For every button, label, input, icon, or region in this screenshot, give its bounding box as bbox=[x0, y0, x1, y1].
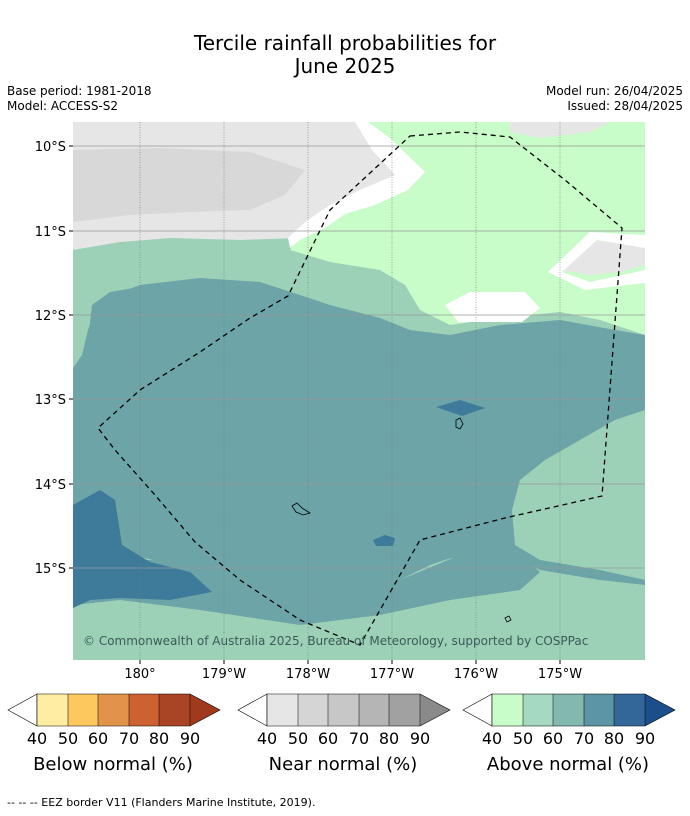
region-above-70-south bbox=[73, 548, 540, 625]
legend-below-tick-40: 40 bbox=[27, 729, 47, 748]
region-above-70-center bbox=[90, 345, 618, 600]
lat-axis: 10°S 11°S 12°S 13°S 14°S 15°S bbox=[35, 140, 66, 577]
lon-label-176w: 176°W bbox=[454, 667, 498, 682]
lon-ticks bbox=[139, 660, 561, 664]
legend-below-swatch-80 bbox=[159, 694, 190, 726]
legend-above-swatch-80 bbox=[614, 694, 645, 726]
meta-left: Base period: 1981-2018 Model: ACCESS-S2 bbox=[7, 84, 152, 114]
legend-near-swatch-40 bbox=[267, 694, 298, 726]
title-line-2: June 2025 bbox=[294, 54, 396, 78]
island-tutuila bbox=[291, 502, 311, 516]
graticule-lat bbox=[73, 145, 645, 569]
legend-near-title: Near normal (%) bbox=[269, 754, 418, 775]
legend-below-swatch-70 bbox=[129, 694, 159, 726]
region-above-80-southwest bbox=[73, 490, 212, 608]
meta-right: Model run: 26/04/2025 Issued: 28/04/2025 bbox=[546, 84, 683, 114]
lon-label-178w: 178°W bbox=[286, 667, 330, 682]
region-above-50-east bbox=[512, 410, 645, 580]
title-line-1: Tercile rainfall probabilities for bbox=[193, 31, 497, 55]
legend-near-tick-40: 40 bbox=[257, 729, 277, 748]
legend-above-normal: 40 50 60 70 80 90 Above normal (%) bbox=[462, 693, 676, 775]
lat-label-15s: 15°S bbox=[35, 562, 66, 577]
legend-near-swatch-50 bbox=[298, 694, 328, 726]
lon-label-175w: 175°W bbox=[538, 667, 582, 682]
white-gap-center bbox=[445, 292, 540, 322]
eez-border bbox=[97, 131, 623, 646]
legend-near-tick-70: 70 bbox=[349, 729, 369, 748]
lon-axis: 180° 179°W 178°W 177°W 176°W 175°W bbox=[124, 667, 582, 682]
legend-near-dividers bbox=[297, 694, 421, 726]
legend-below-swatch-50 bbox=[68, 694, 98, 726]
legend-below-swatch-60 bbox=[98, 694, 129, 726]
legend-above-tick-50: 50 bbox=[513, 729, 533, 748]
legend-below-tick-60: 60 bbox=[88, 729, 108, 748]
region-near-50-northwest bbox=[73, 148, 305, 222]
legend-above-tick-90: 90 bbox=[635, 729, 655, 748]
model-run-text: Model run: 26/04/2025 bbox=[545, 84, 683, 98]
legend-near-outline bbox=[266, 693, 451, 727]
lat-label-14s: 14°S bbox=[35, 478, 66, 493]
legend-below-title: Below normal (%) bbox=[33, 754, 193, 775]
island-small bbox=[504, 615, 512, 623]
base-period-text: Base period: 1981-2018 bbox=[7, 84, 152, 98]
map-figure: © Commonwealth of Australia 2025, Bureau… bbox=[7, 122, 676, 775]
legend-below-arrow-left bbox=[7, 693, 38, 727]
lon-label-177w: 177°W bbox=[370, 667, 414, 682]
legend-above-swatch-50 bbox=[523, 694, 553, 726]
legend-near-arrow-right bbox=[420, 694, 450, 726]
legend-near-swatch-80 bbox=[389, 694, 420, 726]
lat-label-13s: 13°S bbox=[35, 393, 66, 408]
legend-below-tick-70: 70 bbox=[119, 729, 139, 748]
legend-below-tick-50: 50 bbox=[58, 729, 78, 748]
region-above-70-upper bbox=[82, 282, 300, 382]
white-gap-east bbox=[548, 232, 645, 290]
map-area: © Commonwealth of Australia 2025, Bureau… bbox=[73, 122, 645, 660]
legend-above-tick-40: 40 bbox=[482, 729, 502, 748]
chart-title: Tercile rainfall probabilities for June … bbox=[0, 32, 690, 78]
legend-above-swatch-60 bbox=[553, 694, 584, 726]
legend-near-tick-80: 80 bbox=[379, 729, 399, 748]
legend-near-swatch-70 bbox=[359, 694, 389, 726]
lon-label-179w: 179°W bbox=[202, 667, 246, 682]
legend-near-tick-90: 90 bbox=[410, 729, 430, 748]
eez-note: -- -- -- EEZ border V11 (Flanders Marine… bbox=[7, 796, 316, 809]
legend-above-tick-60: 60 bbox=[543, 729, 563, 748]
model-text: Model: ACCESS-S2 bbox=[7, 99, 119, 113]
lon-label-180: 180° bbox=[124, 667, 155, 682]
lat-label-12s: 12°S bbox=[35, 309, 66, 324]
legend-above-arrow-left bbox=[462, 693, 493, 727]
lat-ticks bbox=[69, 145, 73, 569]
legend-near-normal: 40 50 60 70 80 90 Near normal (%) bbox=[237, 693, 451, 775]
region-above-80-south bbox=[373, 535, 395, 546]
region-above-80-center bbox=[436, 400, 485, 416]
legend-above-tick-80: 80 bbox=[604, 729, 624, 748]
copyright-text: © Commonwealth of Australia 2025, Bureau… bbox=[83, 634, 588, 648]
graticule bbox=[139, 122, 561, 660]
legend-above-dividers bbox=[522, 694, 646, 726]
legend-above-arrow-right bbox=[645, 694, 675, 726]
legend-below-normal: 40 50 60 70 80 90 Below normal (%) bbox=[7, 693, 221, 775]
legend-near-tick-50: 50 bbox=[288, 729, 308, 748]
island-upolu bbox=[455, 417, 464, 430]
legend-above-swatch-70 bbox=[584, 694, 614, 726]
legend-near-arrow-left bbox=[237, 693, 268, 727]
region-near-40-east bbox=[560, 240, 645, 275]
legend-below-dividers bbox=[67, 694, 191, 726]
issued-text: Issued: 28/04/2025 bbox=[567, 99, 683, 113]
legend-above-swatch-40 bbox=[492, 694, 523, 726]
legend-below-tick-80: 80 bbox=[149, 729, 169, 748]
legend-near-swatch-60 bbox=[328, 694, 359, 726]
legend-near-tick-60: 60 bbox=[318, 729, 338, 748]
lat-label-10s: 10°S bbox=[35, 140, 66, 155]
legend-below-arrow-right bbox=[190, 694, 220, 726]
legend-above-tick-70: 70 bbox=[574, 729, 594, 748]
legend-above-title: Above normal (%) bbox=[487, 754, 649, 775]
lat-label-11s: 11°S bbox=[35, 225, 66, 240]
legend-below-outline bbox=[36, 693, 221, 727]
legend-above-outline bbox=[491, 693, 676, 727]
legend-below-swatch-40 bbox=[37, 694, 68, 726]
legend-below-tick-90: 90 bbox=[180, 729, 200, 748]
